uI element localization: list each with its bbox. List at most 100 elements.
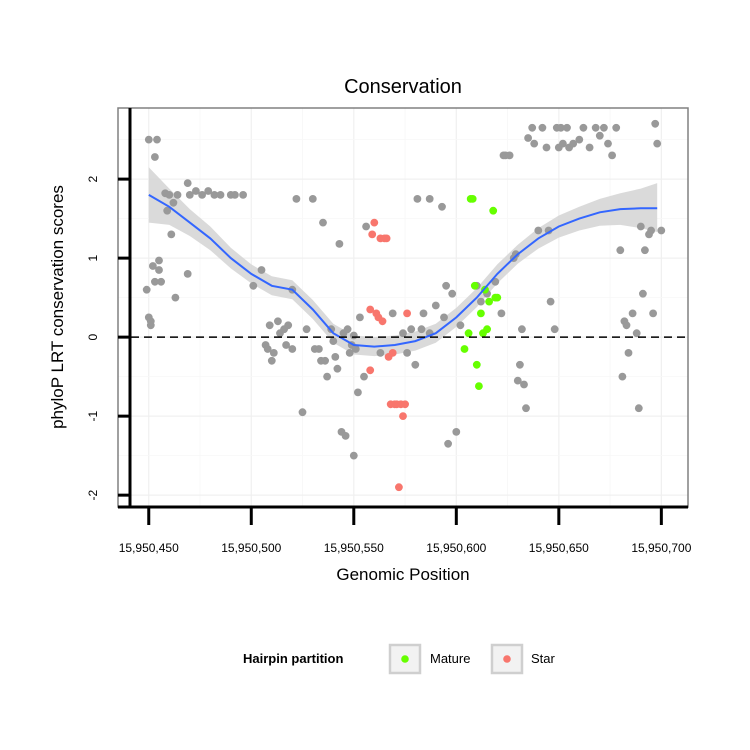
point-other: [198, 191, 207, 199]
point-other: [333, 364, 342, 373]
point-other: [146, 317, 155, 326]
y-tick-label: -1: [86, 410, 100, 421]
x-tick-label: 15,950,550: [324, 541, 384, 555]
point-other: [249, 281, 258, 290]
point-other: [302, 325, 311, 334]
point-other: [153, 135, 161, 144]
point-other: [399, 329, 407, 338]
point-mature: [485, 297, 493, 306]
point-other: [151, 153, 159, 161]
confidence-band-area: [148, 167, 658, 357]
point-other: [651, 119, 660, 128]
point-star: [370, 218, 379, 227]
point-other: [167, 230, 176, 239]
point-other: [204, 187, 213, 195]
x-tick-label: 15,950,700: [631, 541, 691, 555]
point-mature: [464, 329, 473, 338]
point-other: [632, 329, 641, 338]
point-other: [563, 123, 571, 132]
point-other: [518, 325, 526, 334]
point-other: [185, 191, 194, 199]
point-other: [505, 151, 514, 160]
point-other: [522, 404, 530, 413]
point-mature: [460, 345, 469, 353]
point-other: [298, 408, 307, 417]
point-other: [239, 191, 248, 199]
point-other: [349, 331, 358, 340]
point-other: [448, 289, 457, 298]
point-other: [360, 372, 368, 381]
data-points: [142, 119, 666, 492]
y-tick-label: 2: [86, 175, 100, 182]
point-star: [399, 412, 407, 420]
point-other: [407, 325, 416, 334]
point-other: [511, 250, 520, 259]
point-other: [546, 297, 555, 306]
point-other: [550, 325, 559, 334]
point-mature: [475, 382, 483, 390]
point-other: [600, 123, 608, 132]
point-other: [456, 321, 465, 330]
point-other: [315, 345, 323, 353]
x-tick-label: 15,950,600: [426, 541, 486, 555]
point-other: [616, 246, 625, 255]
point-other: [641, 246, 649, 255]
point-other: [171, 293, 180, 302]
point-other: [284, 321, 293, 330]
point-other: [343, 325, 352, 334]
point-mature: [493, 293, 502, 302]
y-axis: -2 -1 0 1 2: [86, 108, 132, 507]
point-star: [378, 317, 387, 326]
point-other: [263, 345, 272, 353]
point-other: [323, 372, 331, 381]
grid: [118, 108, 688, 507]
point-star: [368, 230, 377, 239]
point-mature: [477, 309, 485, 318]
point-other: [425, 195, 434, 203]
point-other: [165, 191, 174, 199]
x-tick-label: 15,950,500: [221, 541, 281, 555]
point-star: [366, 366, 375, 375]
confidence-band: [148, 167, 658, 357]
point-other: [362, 222, 370, 231]
point-mature: [468, 195, 477, 203]
point-other: [612, 123, 621, 132]
point-other: [618, 372, 627, 381]
point-other: [149, 262, 157, 270]
point-other: [274, 317, 282, 326]
point-other: [591, 123, 600, 132]
point-other: [216, 191, 225, 199]
point-other: [169, 198, 178, 207]
point-other: [452, 428, 461, 436]
point-other: [647, 226, 655, 235]
point-other: [321, 356, 329, 365]
point-other: [354, 388, 362, 397]
point-other: [440, 313, 448, 322]
point-other: [157, 277, 166, 286]
point-other: [530, 139, 539, 148]
point-other: [628, 309, 637, 318]
point-other: [585, 143, 594, 152]
point-other: [516, 360, 524, 369]
point-star: [388, 349, 397, 357]
chart-title: Conservation: [344, 76, 462, 98]
y-tick-label: 0: [86, 333, 100, 340]
point-other: [331, 353, 340, 361]
point-other: [657, 226, 666, 235]
point-other: [308, 195, 317, 203]
point-other: [534, 226, 543, 235]
legend-point-mature: [401, 655, 409, 663]
x-tick-label: 15,950,450: [119, 541, 179, 555]
point-other: [557, 123, 565, 132]
legend-point-star: [503, 655, 511, 663]
point-other: [257, 266, 266, 274]
point-other: [183, 179, 192, 188]
point-mature: [470, 281, 479, 290]
point-other: [319, 218, 327, 227]
point-other: [528, 123, 537, 132]
smooth-line: [148, 194, 658, 348]
point-other: [634, 404, 643, 413]
smooth-trend: [148, 194, 658, 348]
point-other: [388, 309, 397, 318]
point-star: [401, 400, 409, 409]
